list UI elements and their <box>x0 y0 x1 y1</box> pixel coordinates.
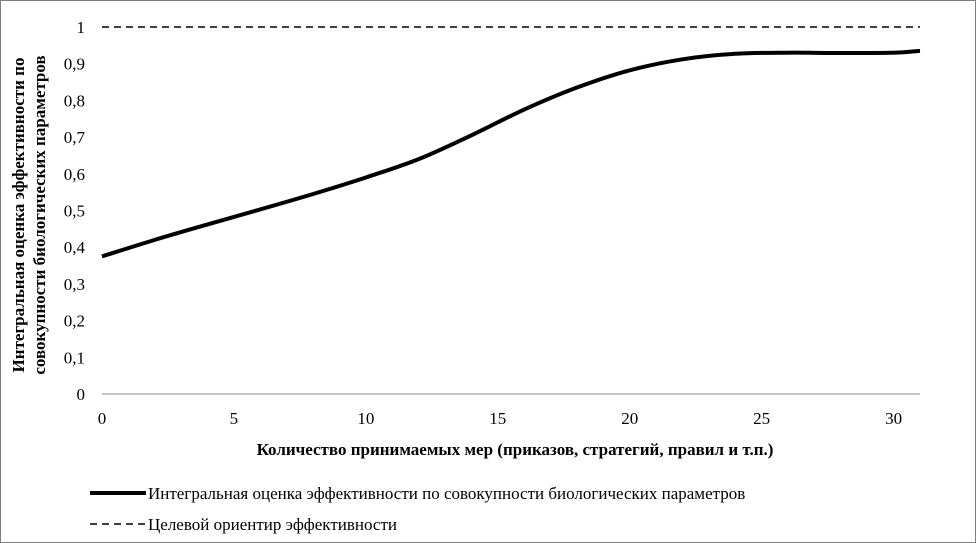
y-tick-label: 0,7 <box>64 128 86 147</box>
x-tick-label: 5 <box>230 409 239 428</box>
y-tick-label: 0,8 <box>64 91 85 110</box>
y-tick-label: 0,6 <box>64 165 85 184</box>
x-tick-label: 10 <box>357 409 374 428</box>
y-tick-label: 0 <box>77 385 86 404</box>
y-tick-label: 0,1 <box>64 348 85 367</box>
y-tick-label: 0,3 <box>64 275 85 294</box>
x-tick-label: 0 <box>98 409 107 428</box>
x-axis-title: Количество принимаемых мер (приказов, ст… <box>257 440 774 459</box>
x-tick-label: 25 <box>753 409 770 428</box>
y-tick-label: 0,5 <box>64 202 85 221</box>
series-layer <box>101 26 921 259</box>
y-axis-ticks: 0 0,1 0,2 0,3 0,4 0,5 0,6 0,7 0,8 0,9 1 <box>64 18 86 404</box>
x-tick-label: 30 <box>885 409 902 428</box>
y-tick-label: 1 <box>77 18 86 37</box>
x-tick-label: 15 <box>489 409 506 428</box>
legend: Интегральная оценка эффективности по сов… <box>90 484 745 534</box>
y-tick-label: 0,9 <box>64 55 85 74</box>
y-axis-title-line1: Интегральная оценка эффективности по <box>9 58 28 373</box>
y-tick-label: 0,4 <box>64 238 86 257</box>
y-axis-title-line2: совокупности биологических параметров <box>30 55 49 374</box>
x-tick-label: 20 <box>621 409 638 428</box>
legend-solid-label: Интегральная оценка эффективности по сов… <box>148 484 745 503</box>
legend-dashed-label: Целевой ориентир эффективности <box>148 515 397 534</box>
x-axis-ticks: 0 5 10 15 20 25 30 <box>98 409 902 428</box>
y-tick-label: 0,2 <box>64 312 85 331</box>
efficiency-line <box>101 48 921 259</box>
